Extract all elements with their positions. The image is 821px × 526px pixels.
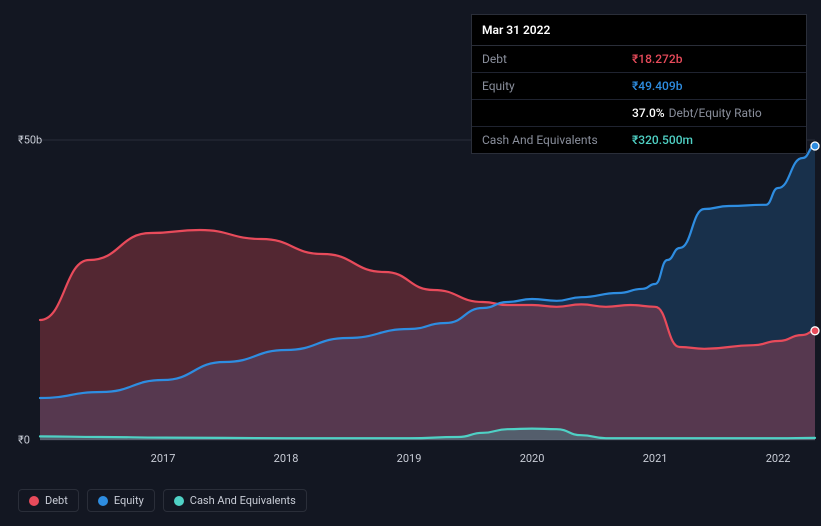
tooltip-label: Debt (482, 52, 632, 66)
tooltip-value: ₹320.500m (632, 133, 693, 147)
chart-legend: Debt Equity Cash And Equivalents (18, 489, 307, 512)
tooltip-value: ₹18.272b (632, 52, 682, 66)
tooltip-value: 37.0% (632, 106, 665, 120)
tooltip-suffix: Debt/Equity Ratio (669, 106, 762, 120)
legend-label: Equity (114, 494, 144, 507)
x-axis-label: 2020 (520, 452, 545, 465)
tooltip-label: Cash And Equivalents (482, 133, 632, 147)
tooltip-label: Equity (482, 79, 632, 93)
legend-dot (29, 496, 39, 506)
legend-dot (174, 496, 184, 506)
tooltip-row: Debt₹18.272b (472, 46, 806, 73)
legend-item[interactable]: Debt (18, 489, 79, 512)
legend-item[interactable]: Cash And Equivalents (163, 489, 307, 512)
x-axis-label: 2018 (274, 452, 299, 465)
tooltip-row: 37.0% Debt/Equity Ratio (472, 100, 806, 127)
legend-dot (98, 496, 108, 506)
tooltip-row: Equity₹49.409b (472, 73, 806, 100)
tooltip-value: ₹49.409b (632, 79, 682, 93)
legend-label: Cash And Equivalents (190, 494, 296, 507)
y-axis-label: ₹50b (18, 134, 42, 147)
x-axis-label: 2022 (766, 452, 791, 465)
chart-tooltip: Mar 31 2022 Debt₹18.272bEquity₹49.409b37… (471, 14, 807, 154)
x-axis-label: 2017 (151, 452, 176, 465)
y-axis-label: ₹0 (18, 434, 30, 447)
tooltip-row: Cash And Equivalents₹320.500m (472, 127, 806, 153)
legend-item[interactable]: Equity (87, 489, 155, 512)
legend-label: Debt (45, 494, 68, 507)
tooltip-label (482, 106, 632, 120)
x-axis-label: 2021 (643, 452, 668, 465)
x-axis-label: 2019 (397, 452, 422, 465)
tooltip-date: Mar 31 2022 (472, 15, 806, 46)
